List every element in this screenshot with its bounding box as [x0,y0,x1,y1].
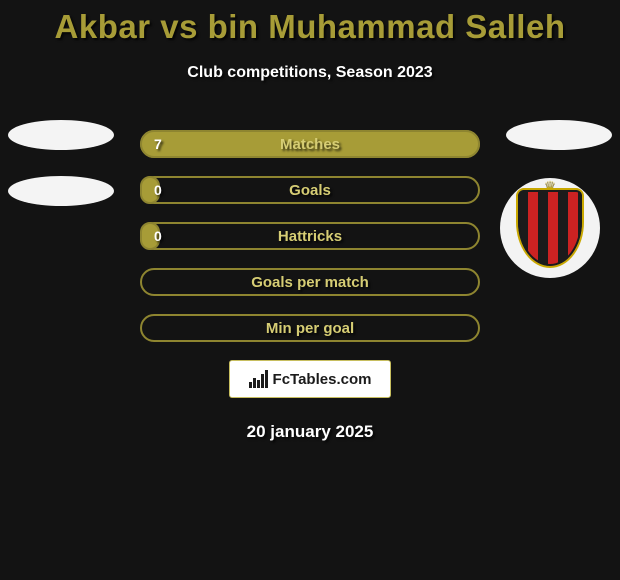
stats-panel: 7Matches 0Goals 0Hattricks Goals per match M… [140,130,480,342]
stat-label: Hattricks [140,222,480,250]
stat-row: Goals per match [140,268,480,296]
stat-row: 0Hattricks [140,222,480,250]
stat-label: Goals per match [140,268,480,296]
stat-row: 0Goals [140,176,480,204]
bars-icon [249,370,269,388]
stat-label: Matches [140,130,480,158]
page-title: Akbar vs bin Muhammad Salleh [0,0,620,46]
stat-label: Min per goal [140,314,480,342]
brand-text: FcTables.com [273,371,372,388]
player-oval [8,120,114,150]
stat-row: Min per goal [140,314,480,342]
date-label: 20 january 2025 [0,422,620,442]
page-subtitle: Club competitions, Season 2023 [0,64,620,82]
brand-box[interactable]: FcTables.com [229,360,391,398]
shield-icon [518,190,582,266]
stat-label: Goals [140,176,480,204]
stat-row: 7Matches [140,130,480,158]
player-oval [8,176,114,206]
club-crest: ♕ [500,178,600,278]
player-oval [506,120,612,150]
